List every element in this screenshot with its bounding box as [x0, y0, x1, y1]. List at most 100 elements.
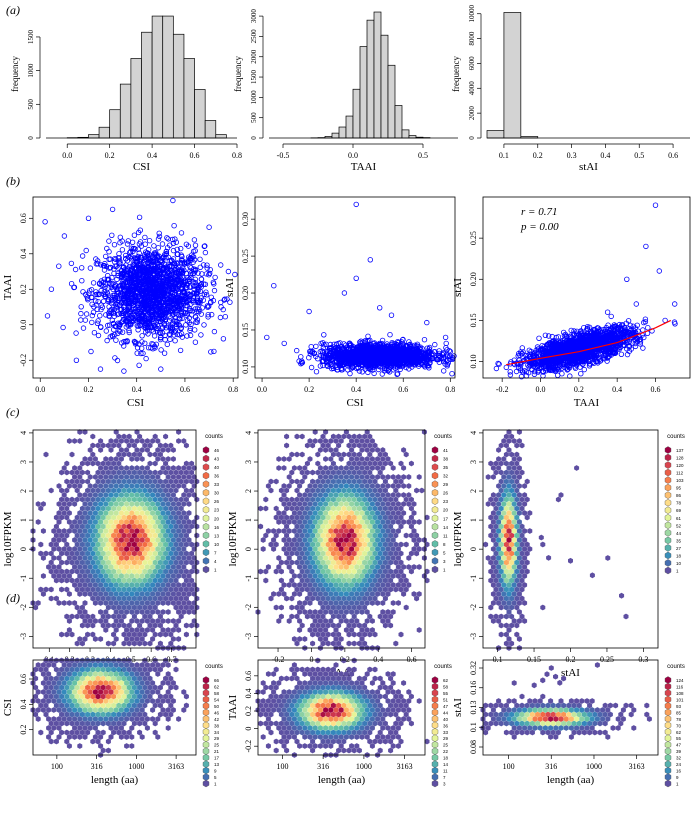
histogram-bar: [215, 134, 227, 139]
scatter-point: [146, 317, 153, 323]
scatter-point: [174, 321, 180, 328]
y-tick-label: 500: [27, 99, 35, 110]
x-axis-label: CSI: [127, 397, 144, 409]
chart-2: -0.5 0.0 0.5050010001500200025003000TAAIfr…: [233, 9, 458, 173]
histogram-bar: [359, 46, 368, 139]
y-tick-label: -0.2: [19, 354, 28, 367]
panel-label: (a): [6, 3, 20, 17]
scatter-point: [106, 256, 112, 262]
scatter-point: [202, 249, 209, 256]
scatter-point: [114, 290, 120, 297]
scatter-point: [113, 337, 119, 343]
scatter-point: [172, 328, 178, 334]
scatter-point: [568, 327, 574, 334]
chart-6: r = 0.71p = 0.00-0.2 0.0 0.2 0.4 0.60.100.15…: [452, 196, 691, 409]
scatter-point: [192, 339, 199, 345]
histogram-bar: [345, 115, 354, 139]
scatter-point: [79, 253, 86, 259]
scatter-point: [578, 371, 584, 377]
scatter-point: [118, 340, 125, 346]
histogram-bar: [98, 126, 111, 139]
scatter-point: [142, 241, 148, 247]
scatter-point: [194, 289, 200, 295]
scatter-point: [449, 371, 455, 377]
histogram-bar: [401, 129, 410, 139]
scatter-point: [130, 318, 137, 324]
scatter-point: [503, 364, 509, 371]
y-axis-label: stAI: [224, 278, 236, 297]
scatter-point: [170, 197, 176, 204]
scatter-point: [109, 274, 115, 281]
y-tick-label: 0.10: [241, 360, 250, 374]
scatter-point: [170, 247, 177, 254]
scatter-point: [88, 348, 94, 355]
scatter-point: [145, 345, 152, 351]
scatter-point: [206, 224, 212, 230]
x-tick-label: 0.2: [83, 385, 93, 394]
scatter-point: [151, 333, 158, 339]
histogram-bar: [331, 132, 340, 139]
scatter-point: [68, 281, 75, 287]
scatter-point: [211, 287, 218, 294]
scatter-point: [126, 327, 132, 334]
scatter-point: [164, 341, 170, 348]
scatter-point: [177, 332, 183, 338]
scatter-point: [172, 338, 178, 344]
x-tick-label: 0.6: [668, 151, 678, 160]
scatter-point: [95, 299, 101, 305]
scatter-point: [112, 355, 118, 361]
scatter-point: [192, 242, 199, 248]
scatter-point: [119, 329, 126, 335]
scatter-point: [379, 337, 386, 344]
scatter-point: [536, 335, 542, 341]
scatter-point: [131, 338, 138, 345]
x-axis-label: stAI: [579, 161, 598, 173]
y-axis-label: frequency: [451, 56, 461, 92]
chart-3: 0.1 0.2 0.3 0.4 0.5 0.60200040006000800010000…: [451, 4, 690, 173]
x-tick-label: 0.4: [132, 385, 142, 394]
x-axis-label: TAAI: [351, 161, 377, 173]
scatter-point: [205, 314, 211, 320]
y-tick-label: 4000: [468, 81, 476, 96]
scatter-point: [156, 230, 162, 236]
scatter-point: [179, 282, 185, 288]
scatter-point: [177, 347, 184, 354]
scatter-point: [173, 239, 179, 245]
scatter-point: [127, 254, 133, 261]
scatter-point: [132, 246, 138, 252]
x-axis-label: CSI: [346, 397, 363, 409]
y-tick-label: 0.20: [241, 286, 250, 300]
histogram-bar: [387, 64, 396, 139]
y-tick-label: 2000: [468, 106, 476, 121]
scatter-point: [89, 319, 95, 326]
scatter-point: [158, 347, 164, 353]
scatter-point: [109, 317, 115, 324]
scatter-point: [73, 357, 80, 363]
y-tick-label: 8000: [468, 31, 476, 46]
x-tick-label: 0.8: [445, 385, 455, 394]
scatter-point: [217, 299, 224, 306]
y-tick-label: 0: [27, 136, 35, 140]
scatter-point: [109, 232, 115, 238]
scatter-point: [341, 290, 348, 296]
histogram-bar: [338, 126, 347, 139]
scatter-point: [92, 298, 99, 304]
scatter-point: [155, 236, 162, 242]
scatter-point: [211, 281, 217, 287]
scatter-point: [156, 233, 163, 240]
scatter-point: [97, 313, 103, 319]
scatter-point: [178, 230, 185, 236]
histogram-bar: [88, 134, 100, 139]
scatter-point: [507, 372, 514, 378]
scatter-point: [122, 252, 129, 259]
scatter-point: [117, 234, 123, 240]
scatter-point: [432, 341, 438, 348]
scatter-point: [205, 312, 211, 318]
y-axis-label: frequency: [10, 56, 20, 92]
scatter-point: [232, 271, 238, 278]
scatter-point: [105, 285, 111, 291]
y-tick-label: 500: [250, 112, 258, 123]
scatter-point: [98, 262, 104, 268]
scatter-point: [441, 368, 447, 374]
scatter-point: [111, 259, 118, 265]
